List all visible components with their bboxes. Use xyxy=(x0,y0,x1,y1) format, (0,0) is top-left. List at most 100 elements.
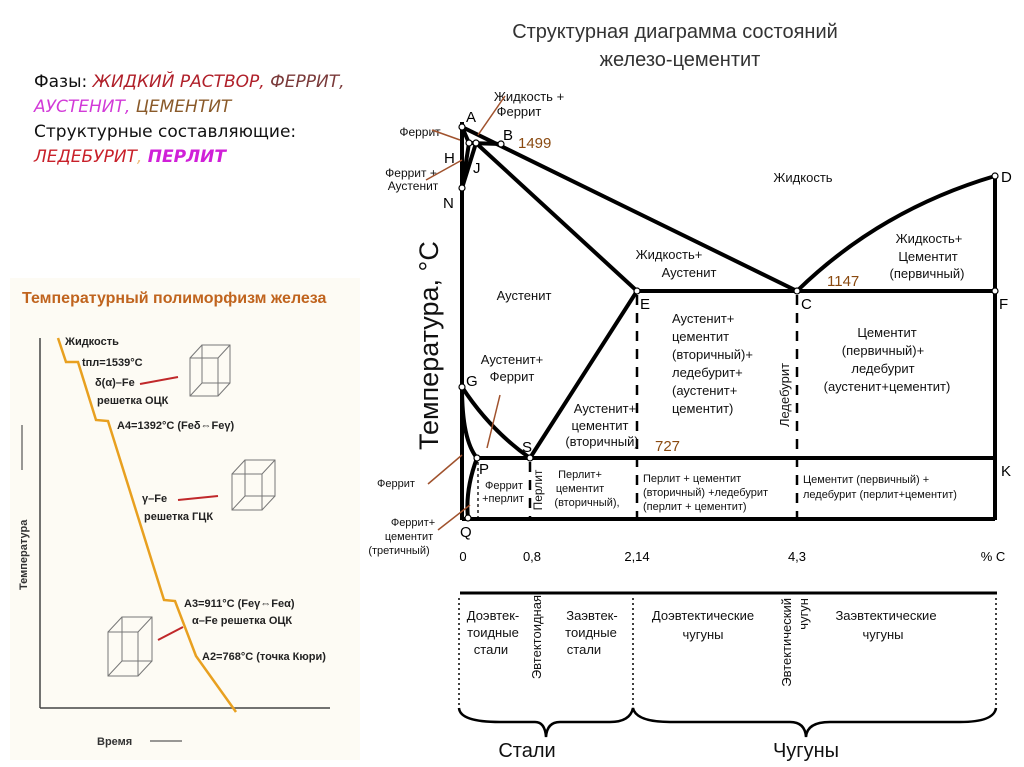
point-labels: A B H J N G S P Q E C D F K xyxy=(443,109,1012,541)
x-axis-label: Время xyxy=(97,736,132,748)
temp-1147: 1147 xyxy=(827,273,859,290)
label-delta-fe: δ(α)–Fe xyxy=(95,377,135,389)
region-liquid-ferrite: Жидкость + xyxy=(494,89,564,104)
label-fcc: решетка ГЦК xyxy=(144,511,213,523)
class-hypereutectoid-1: Заэвтек- xyxy=(566,608,617,623)
tick-0: 0 xyxy=(459,549,466,564)
region-austenite-ferrite-2: Феррит xyxy=(490,369,535,384)
temp-727: 727 xyxy=(655,438,680,455)
region-pcl-1: Перлит + цементит xyxy=(643,473,741,485)
class-hypereutectoid-2: тоидные xyxy=(565,625,617,640)
x-axis-ticks: 0 0,8 2,14 4,3 % С xyxy=(459,549,1005,564)
class-eutectic-2: чугун xyxy=(796,598,811,630)
region-pc-1: Перлит+ xyxy=(558,469,602,481)
temp-1499: 1499 xyxy=(518,135,551,152)
point-c: C xyxy=(801,296,812,313)
arrow-bcc2 xyxy=(157,626,184,641)
arrow-fcc xyxy=(177,495,219,501)
bcc-cube-icon-2 xyxy=(107,616,153,677)
label-a2: A2=768°C (точка Кюри) xyxy=(202,651,326,663)
structure-pearlite: ПЕРЛИТ xyxy=(147,147,226,167)
label-gamma-fe: γ–Fe xyxy=(142,493,167,505)
diagram-title-2: железо-цементит xyxy=(600,49,761,71)
point-markers xyxy=(458,123,999,522)
point-g: G xyxy=(466,373,478,390)
point-s: S xyxy=(522,439,532,456)
class-hypoeutectoid-3: стали xyxy=(474,642,508,657)
region-pcl-3: (перлит + цементит) xyxy=(643,501,747,513)
y-axis-label: Температура xyxy=(18,519,30,590)
region-cl-4: (аустенит+цементит) xyxy=(824,379,951,394)
class-eutectoid: Эвтектоидная xyxy=(529,595,544,679)
region-liquid: Жидкость xyxy=(773,170,832,185)
class-cast-irons: Чугуны xyxy=(773,740,839,762)
point-f: F xyxy=(999,296,1008,313)
point-j: J xyxy=(473,160,481,177)
region-ferrite-austenite: Феррит + xyxy=(385,166,437,180)
arrow-bcc xyxy=(139,376,179,385)
region-liquid-austenite: Жидкость+ xyxy=(636,247,703,262)
label-a4: A4=1392°C (Feδ⇔Feγ) xyxy=(117,420,234,432)
point-b: B xyxy=(503,127,513,144)
label-melting: tпл=1539°C xyxy=(82,357,143,369)
class-eutectic-1: Эвтектический xyxy=(779,598,794,687)
region-acl-5: (аустенит+ xyxy=(672,383,737,398)
class-hypoeutectic-1: Доэвтектические xyxy=(652,608,754,623)
polymorphism-chart: Температурный полиморфизм железа Темпера… xyxy=(18,290,330,748)
region-liquid-cementite-3: (первичный) xyxy=(890,266,965,281)
region-ferrite-low: Феррит xyxy=(377,478,415,490)
structural-label: Структурные составляющие: xyxy=(34,122,297,142)
class-hypereutectic-2: чугуны xyxy=(862,627,903,642)
region-ledeburite-vertical: Ледебурит xyxy=(777,363,792,427)
polymorphism-panel xyxy=(10,278,360,760)
region-liquid-cementite: Жидкость+ xyxy=(896,231,963,246)
region-acl-1: Аустенит+ xyxy=(672,311,734,326)
region-pc-3: (вторичный), xyxy=(554,497,619,509)
point-q: Q xyxy=(460,524,472,541)
region-acl-4: ледебурит+ xyxy=(672,365,743,380)
polymorphism-title: Температурный полиморфизм железа xyxy=(22,290,327,307)
bcc-cube-icon xyxy=(189,344,231,397)
class-hypoeutectic-2: чугуны xyxy=(682,627,723,642)
tick-2-14: 2,14 xyxy=(624,549,649,564)
region-austenite: Аустенит xyxy=(497,288,552,303)
region-cl-3: ледебурит xyxy=(851,361,914,376)
region-ferrite-pearlite: Феррит xyxy=(485,480,523,492)
phase-liquid: ЖИДКИЙ РАСТВОР, xyxy=(92,72,265,92)
x-unit: % С xyxy=(981,549,1006,564)
phases-label: Фазы: xyxy=(34,72,93,92)
alloy-classification: Доэвтек- тоидные стали Эвтектоидная Заэв… xyxy=(457,591,998,762)
label-a3: A3=911°C (Feγ⇔Feα) xyxy=(184,598,295,610)
region-austenite-cementite-2: цементит xyxy=(571,418,628,433)
region-clow-1: Цементит (первичный) + xyxy=(803,474,929,486)
phases-text: Фазы: ЖИДКИЙ РАСТВОР, ФЕРРИТ, АУСТЕНИТ, … xyxy=(34,70,345,170)
region-liquid-austenite-2: Аустенит xyxy=(662,265,717,280)
region-fct-2: цементит xyxy=(385,531,433,543)
point-n: N xyxy=(443,195,454,212)
class-hypereutectoid-3: стали xyxy=(567,642,601,657)
phase-cementite: ЦЕМЕНТИТ xyxy=(135,97,232,117)
label-liquid: Жидкость xyxy=(64,336,119,348)
region-labels: Жидкость Жидкость + Феррит Феррит Феррит… xyxy=(368,89,964,557)
region-austenite-cementite-3: (вторичный) xyxy=(565,434,638,449)
phase-ferrite: ФЕРРИТ, xyxy=(270,72,345,92)
class-hypoeutectoid-2: тоидные xyxy=(467,625,519,640)
braces xyxy=(457,707,998,738)
region-austenite-ferrite: Аустенит+ xyxy=(481,352,543,367)
tick-4-3: 4,3 xyxy=(788,549,806,564)
region-pearlite-vertical: Перлит xyxy=(531,469,545,510)
temperature-axis-label: Температура, °С xyxy=(414,241,444,450)
iron-cementite-diagram: Структурная диаграмма состояний железо-ц… xyxy=(368,21,1012,762)
region-acl-2: цементит xyxy=(672,329,729,344)
fcc-cube-icon xyxy=(231,459,276,511)
point-h: H xyxy=(444,150,455,167)
class-steels: Стали xyxy=(498,740,555,762)
point-p: P xyxy=(479,461,489,478)
region-austenite-cementite: Аустенит+ xyxy=(574,401,636,416)
class-hypereutectic-1: Заэвтектические xyxy=(835,608,936,623)
region-liquid-ferrite-2: Феррит xyxy=(497,104,542,119)
phase-austenite: АУСТЕНИТ, xyxy=(34,97,131,117)
comma: , xyxy=(136,147,143,167)
diagram-title-1: Структурная диаграмма состояний xyxy=(512,21,838,43)
